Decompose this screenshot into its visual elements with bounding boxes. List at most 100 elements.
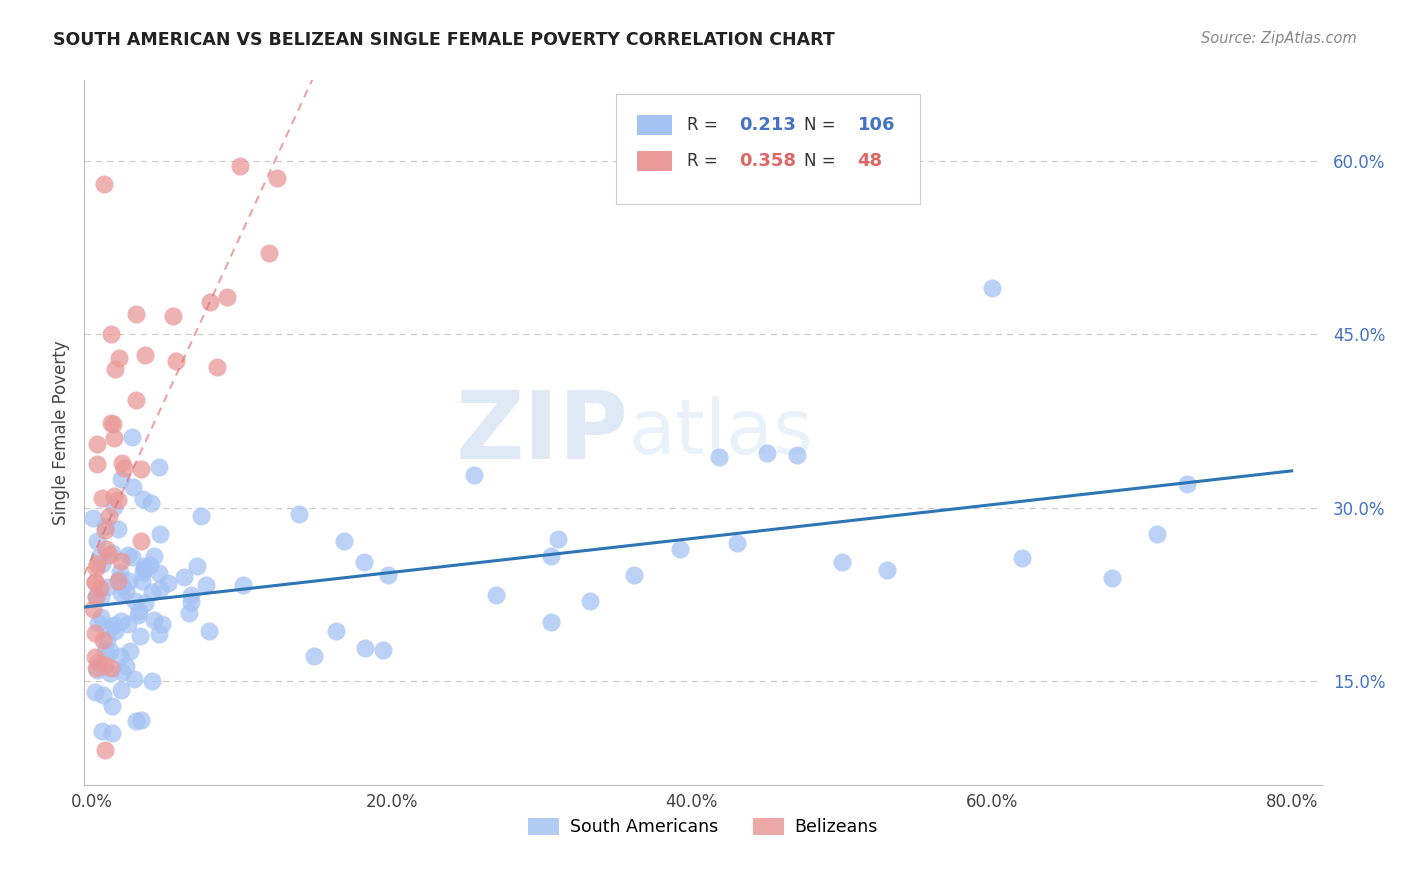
Point: [129, 534, 152, 549]
Point: [325, 624, 347, 639]
Point: [98, 644, 121, 658]
Point: [107, 573, 129, 587]
Text: 0.358: 0.358: [740, 153, 796, 170]
Point: [143, 613, 166, 627]
Point: [110, 586, 132, 600]
Point: [100, 620, 122, 634]
Point: [377, 568, 399, 582]
Point: [371, 642, 394, 657]
Point: [104, 624, 127, 638]
Point: [547, 532, 569, 546]
Point: [257, 246, 280, 260]
Point: [89, 581, 111, 595]
Point: [354, 641, 377, 656]
Point: [100, 726, 122, 740]
Point: [110, 683, 132, 698]
Text: SOUTH AMERICAN VS BELIZEAN SINGLE FEMALE POVERTY CORRELATION CHART: SOUTH AMERICAN VS BELIZEAN SINGLE FEMALE…: [53, 31, 835, 49]
Point: [90, 491, 112, 505]
Point: [132, 492, 155, 507]
Point: [98, 548, 121, 562]
Point: [148, 566, 170, 580]
Point: [215, 290, 238, 304]
Point: [124, 594, 146, 608]
Point: [165, 353, 187, 368]
FancyBboxPatch shape: [637, 115, 672, 135]
Point: [198, 624, 221, 638]
Point: [87, 615, 110, 630]
Point: [786, 448, 808, 462]
Point: [134, 348, 156, 362]
Point: [86, 457, 108, 471]
Point: [111, 456, 134, 470]
Point: [108, 648, 131, 663]
Point: [115, 659, 138, 673]
Point: [129, 630, 152, 644]
Point: [90, 590, 112, 604]
Point: [112, 460, 135, 475]
Point: [353, 555, 375, 569]
Point: [101, 545, 124, 559]
Point: [180, 595, 202, 609]
Point: [94, 743, 117, 757]
Point: [139, 495, 162, 509]
Point: [110, 554, 132, 568]
Point: [117, 548, 139, 562]
Point: [111, 578, 134, 592]
Point: [94, 541, 117, 556]
Text: 0.213: 0.213: [740, 116, 796, 134]
Text: Source: ZipAtlas.com: Source: ZipAtlas.com: [1201, 31, 1357, 46]
Point: [1101, 571, 1123, 585]
Point: [86, 590, 108, 604]
Point: [98, 509, 121, 524]
Point: [132, 559, 155, 574]
Point: [128, 604, 150, 618]
Point: [103, 500, 125, 515]
Point: [162, 309, 184, 323]
Point: [139, 558, 162, 573]
Point: [104, 362, 127, 376]
Point: [86, 591, 108, 605]
Point: [96, 580, 118, 594]
Point: [876, 563, 898, 577]
Point: [980, 281, 1002, 295]
Point: [84, 574, 107, 589]
Text: 48: 48: [858, 153, 883, 170]
Point: [229, 159, 252, 173]
Point: [84, 685, 107, 699]
Point: [200, 295, 222, 310]
Legend: South Americans, Belizeans: South Americans, Belizeans: [522, 811, 884, 843]
Point: [96, 633, 118, 648]
Point: [121, 550, 143, 565]
Point: [180, 588, 202, 602]
Point: [121, 430, 143, 444]
Point: [1011, 551, 1033, 566]
Point: [84, 561, 107, 575]
Point: [91, 723, 114, 738]
Point: [186, 559, 208, 574]
Text: N =: N =: [804, 153, 841, 170]
Point: [115, 584, 138, 599]
Point: [87, 549, 110, 564]
Point: [304, 649, 326, 664]
Point: [93, 178, 115, 192]
Y-axis label: Single Female Poverty: Single Female Poverty: [52, 341, 70, 524]
Point: [91, 688, 114, 702]
Point: [103, 431, 125, 445]
Point: [194, 578, 217, 592]
Point: [120, 643, 142, 657]
Point: [108, 351, 131, 365]
Text: N =: N =: [804, 116, 841, 134]
Point: [134, 596, 156, 610]
FancyBboxPatch shape: [637, 152, 672, 171]
Point: [107, 492, 129, 507]
Point: [108, 565, 131, 579]
Point: [122, 481, 145, 495]
Point: [98, 666, 121, 681]
Point: [124, 307, 146, 321]
Text: atlas: atlas: [628, 396, 814, 469]
Point: [83, 575, 105, 590]
Text: R =: R =: [688, 116, 723, 134]
Point: [94, 518, 117, 533]
Point: [148, 626, 170, 640]
Point: [101, 699, 124, 714]
